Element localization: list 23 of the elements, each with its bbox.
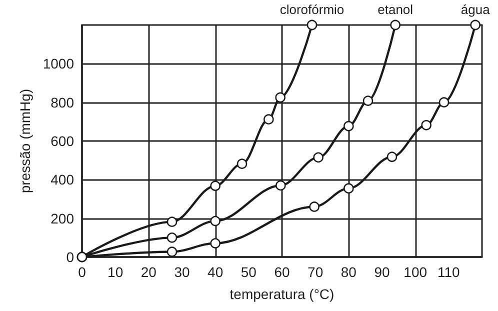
y-axis-title: pressão (mmHg) <box>16 88 33 194</box>
y-tick-label: 200 <box>50 210 74 226</box>
x-tick-label: 10 <box>108 264 124 280</box>
x-tick-label: 70 <box>308 264 324 280</box>
x-tick-label: 40 <box>208 264 224 280</box>
series-label: água <box>460 2 491 17</box>
series-label: clorofórmio <box>280 2 344 17</box>
y-tick-label: 1000 <box>42 56 74 72</box>
x-tick-label: 50 <box>240 264 257 280</box>
y-tick-label: 800 <box>50 94 74 110</box>
y-tick-label: 400 <box>50 172 74 188</box>
x-axis-title: temperatura (°C) <box>230 286 334 302</box>
x-tick-label: 30 <box>174 264 190 280</box>
y-tick-label: 0 <box>66 249 74 265</box>
x-tick-label: 110 <box>438 264 460 280</box>
x-tick-label: 100 <box>404 264 428 280</box>
x-tick-label: 20 <box>140 264 157 280</box>
series-label: etanol <box>378 2 414 17</box>
y-tick-label: 600 <box>50 133 74 149</box>
x-tick-label: 60 <box>274 264 290 280</box>
x-tick-label: 0 <box>78 264 86 280</box>
x-tick-label: 90 <box>374 264 390 280</box>
x-tick-label: 80 <box>340 264 357 280</box>
